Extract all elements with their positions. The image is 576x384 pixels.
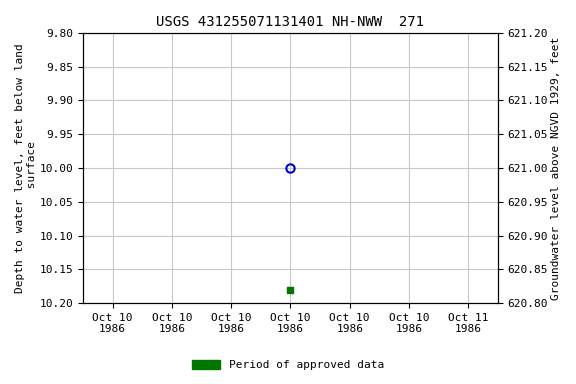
Y-axis label: Depth to water level, feet below land
 surface: Depth to water level, feet below land su…	[15, 43, 37, 293]
Title: USGS 431255071131401 NH-NWW  271: USGS 431255071131401 NH-NWW 271	[157, 15, 425, 29]
Y-axis label: Groundwater level above NGVD 1929, feet: Groundwater level above NGVD 1929, feet	[551, 36, 561, 300]
Legend: Period of approved data: Period of approved data	[188, 356, 388, 375]
